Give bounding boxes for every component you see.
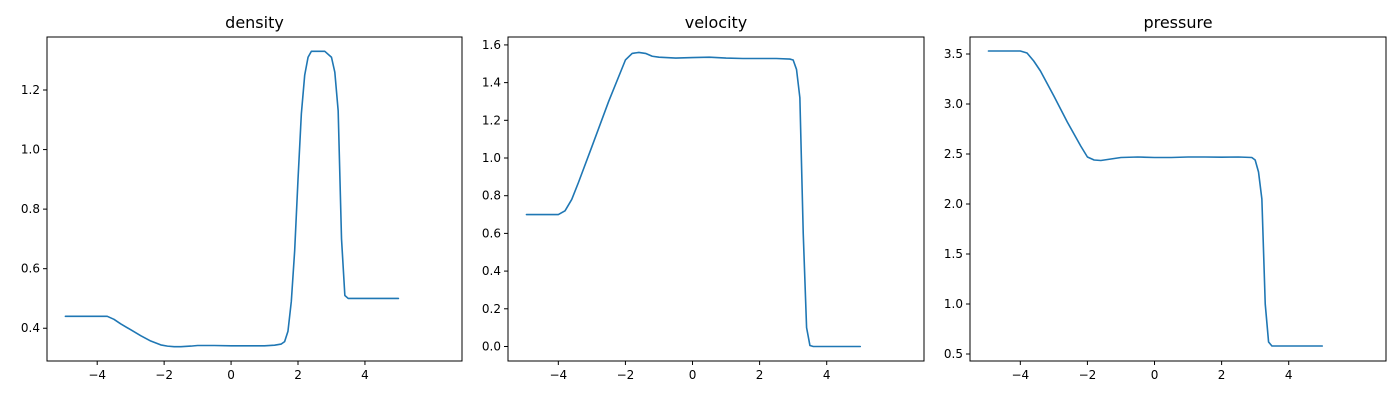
velocity-y-tick-label: 1.2 xyxy=(482,113,501,127)
pressure-y-tick-label: 0.5 xyxy=(944,347,963,361)
pressure-panel: pressure −4 −2 0 2 4 0.5 1.0 1.5 2.0 2.5 3.0 3.5 xyxy=(944,13,1387,382)
velocity-x-tick-label: −2 xyxy=(617,368,635,382)
density-x-tick-label: 0 xyxy=(227,368,235,382)
density-y-tick-label: 0.4 xyxy=(21,321,40,335)
pressure-x-tick-label: 0 xyxy=(1151,368,1159,382)
pressure-x-tick-label: 4 xyxy=(1285,368,1293,382)
pressure-y-tick-label: 3.5 xyxy=(944,47,963,61)
velocity-y-tick-label: 0.4 xyxy=(482,264,501,278)
density-x-tick-label: −4 xyxy=(88,368,106,382)
pressure-y-tick-label: 1.5 xyxy=(944,247,963,261)
density-y-tick-label: 1.0 xyxy=(21,143,40,157)
pressure-y-tick-label: 1.0 xyxy=(944,297,963,311)
pressure-axes-frame xyxy=(969,36,1387,362)
density-y-tick-label: 0.8 xyxy=(21,202,40,216)
pressure-y-tick-label: 2.5 xyxy=(944,147,963,161)
density-x-tick-label: 4 xyxy=(361,368,369,382)
velocity-y-tick-label: 0.6 xyxy=(482,226,501,240)
density-series-line xyxy=(64,50,400,348)
pressure-y-tick-label: 2.0 xyxy=(944,197,963,211)
velocity-panel: velocity −4 −2 0 2 4 0.0 0.2 0.4 0.6 0.8 1.0 1.2 1.4 1… xyxy=(482,13,925,382)
velocity-x-tick-label: 0 xyxy=(689,368,697,382)
velocity-x-tick-label: −4 xyxy=(549,368,567,382)
density-y-tick-label: 1.2 xyxy=(21,83,40,97)
velocity-y-tick-label: 1.4 xyxy=(482,76,501,90)
density-x-tick-label: −2 xyxy=(155,368,173,382)
pressure-title: pressure xyxy=(1143,13,1212,32)
pressure-x-tick-label: 2 xyxy=(1218,368,1226,382)
velocity-y-tick-label: 1.6 xyxy=(482,38,501,52)
velocity-y-tick-label: 0.2 xyxy=(482,302,501,316)
velocity-axes-frame xyxy=(507,36,925,362)
velocity-x-tick-label: 2 xyxy=(756,368,764,382)
velocity-y-tick-label: 0.0 xyxy=(482,339,501,353)
velocity-y-tick-label: 0.8 xyxy=(482,189,501,203)
velocity-x-tick-label: 4 xyxy=(823,368,831,382)
velocity-y-tick-label: 1.0 xyxy=(482,151,501,165)
velocity-title: velocity xyxy=(685,13,748,32)
density-panel: density −4 −2 0 2 4 0.4 0.6 0.8 1.0 1.2 xyxy=(21,13,463,382)
velocity-series-line xyxy=(525,51,862,348)
density-x-tick-label: 2 xyxy=(294,368,302,382)
density-axes-frame xyxy=(46,36,463,362)
pressure-x-tick-label: −4 xyxy=(1011,368,1029,382)
pressure-series-line xyxy=(987,50,1324,347)
density-title: density xyxy=(225,13,284,32)
pressure-y-tick-label: 3.0 xyxy=(944,97,963,111)
density-y-tick-label: 0.6 xyxy=(21,262,40,276)
pressure-x-tick-label: −2 xyxy=(1079,368,1097,382)
